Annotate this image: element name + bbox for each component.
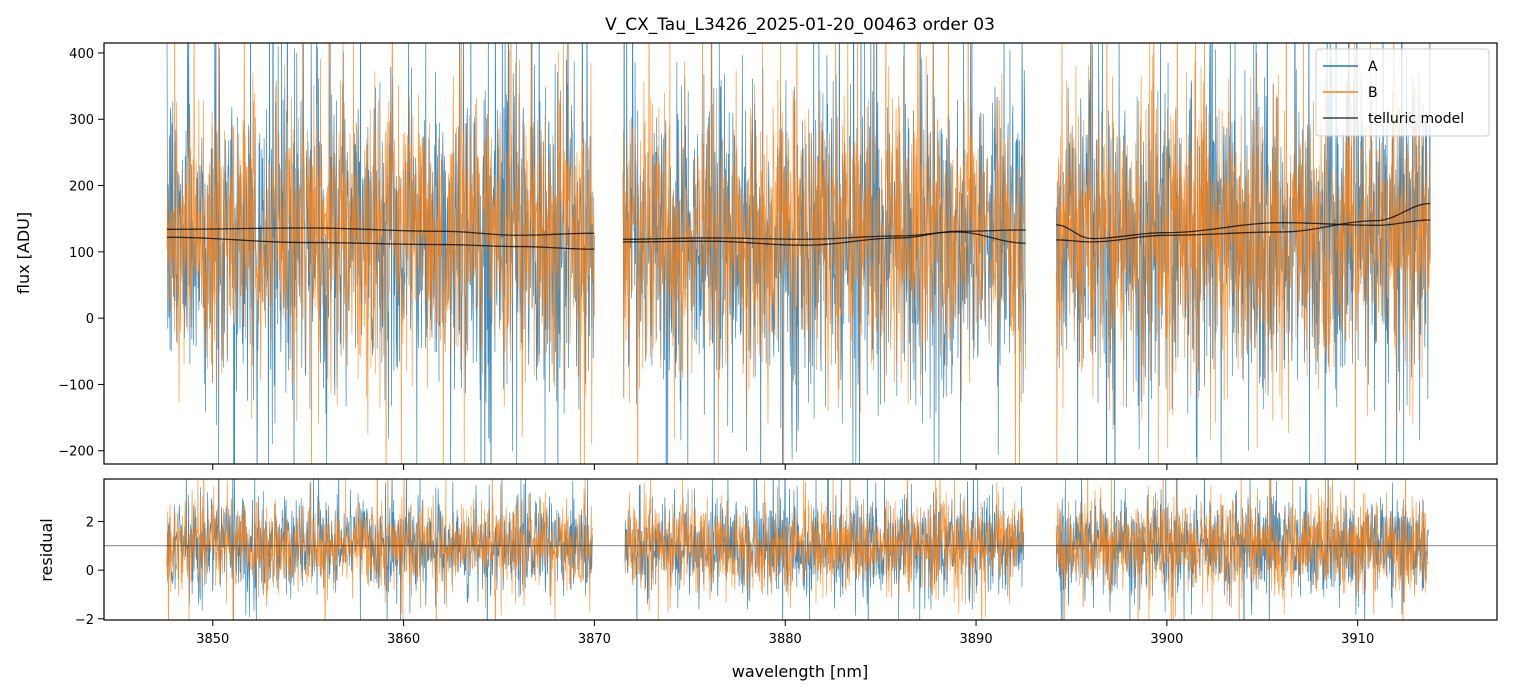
series-b-segment-1 xyxy=(166,43,595,464)
x-tick-label: 3900 xyxy=(1150,632,1183,647)
series-b-segment-3 xyxy=(1055,479,1429,620)
series-b-segment-2 xyxy=(624,479,1025,620)
x-tick-label: 3860 xyxy=(387,632,420,647)
x-tick-label: 3880 xyxy=(769,632,802,647)
y-tick-label: −100 xyxy=(58,378,94,393)
y-tick-label: 300 xyxy=(69,113,94,128)
y-tick-label: 0 xyxy=(86,564,94,579)
top-plot-area xyxy=(166,43,1431,464)
x-tick-label: 3890 xyxy=(960,632,993,647)
legend-box xyxy=(1315,48,1490,137)
telluric-model-curve-3 xyxy=(623,231,1026,244)
x-tick-label: 3870 xyxy=(578,632,611,647)
series-b-segment-1 xyxy=(166,479,593,620)
y-tick-label: 400 xyxy=(69,47,94,62)
y-tick-label: 0 xyxy=(86,312,94,327)
telluric-model-curve-2 xyxy=(166,236,595,250)
legend-label-telluric: telluric model xyxy=(1368,111,1464,127)
y-tick-label: −200 xyxy=(58,445,94,460)
top-panel: −200 −100 0 100 200 300 400 flux [ADU] A B tel… xyxy=(14,42,1498,470)
x-tick-label: 3910 xyxy=(1341,632,1374,647)
y-tick-label: −2 xyxy=(75,613,94,628)
y-tick-label: 200 xyxy=(69,180,94,195)
top-panel-frame xyxy=(103,42,1498,465)
telluric-model-curve-1 xyxy=(166,227,595,236)
bottom-y-axis-label: residual xyxy=(37,518,56,581)
telluric-model-curve-4 xyxy=(623,229,1026,246)
top-x-axis xyxy=(212,464,1359,470)
x-tick-label: 3850 xyxy=(196,632,229,647)
top-y-axis: −200 −100 0 100 200 300 400 xyxy=(58,47,104,460)
bottom-y-axis: −2 0 2 xyxy=(75,516,104,628)
y-tick-label: 2 xyxy=(86,516,94,531)
chart-title: V_CX_Tau_L3426_2025-01-20_00463 order 03 xyxy=(605,15,995,35)
x-axis-label: wavelength [nm] xyxy=(732,662,869,681)
bottom-x-axis: 3850 3860 3870 3880 3890 3900 3910 xyxy=(196,620,1374,647)
telluric-model-curve-5 xyxy=(1056,219,1431,240)
legend-label-b: B xyxy=(1368,85,1378,101)
series-b-segment-2 xyxy=(622,43,1027,464)
legend: A B telluric model xyxy=(1315,48,1490,137)
top-y-axis-label: flux [ADU] xyxy=(14,212,33,294)
y-tick-label: 100 xyxy=(69,246,94,261)
series-b-segment-3 xyxy=(1055,43,1431,464)
telluric-model-curve-6 xyxy=(1056,202,1431,243)
bottom-panel: −2 0 2 3850 3860 3870 3880 3890 3900 3910 residu… xyxy=(37,478,1498,681)
legend-label-a: A xyxy=(1368,59,1378,75)
bottom-plot-area xyxy=(104,479,1497,620)
bottom-panel-frame xyxy=(103,478,1498,621)
